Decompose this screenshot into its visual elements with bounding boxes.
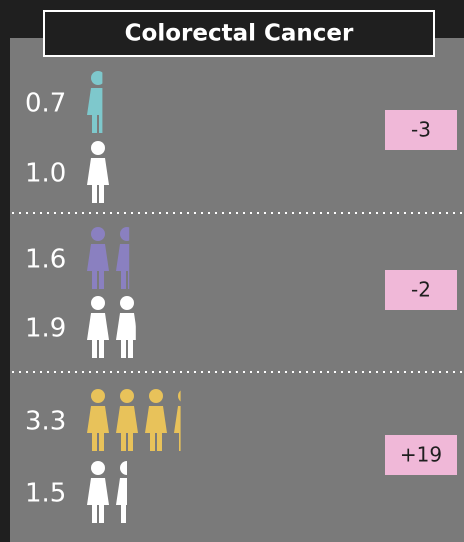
title-box	[43, 10, 435, 57]
icon-row	[87, 227, 130, 289]
value-label: 1.6	[25, 245, 66, 275]
badge-label: -2	[411, 278, 431, 302]
icon-row	[87, 71, 103, 133]
value-label: 1.5	[25, 479, 66, 509]
value-label: 0.7	[25, 89, 66, 119]
chart-title: Colorectal Cancer	[125, 21, 354, 47]
badge-label: -3	[411, 118, 431, 142]
value-label: 1.0	[25, 159, 66, 189]
value-label: 3.3	[25, 407, 66, 437]
badge	[385, 110, 457, 150]
value-label: 1.9	[25, 314, 66, 344]
icon-row	[87, 461, 127, 523]
icon-row	[87, 296, 136, 358]
icon-row	[87, 389, 181, 451]
badge-label: +19	[400, 443, 442, 467]
badge	[385, 435, 457, 475]
badge	[385, 270, 457, 310]
icon-row	[87, 141, 109, 203]
